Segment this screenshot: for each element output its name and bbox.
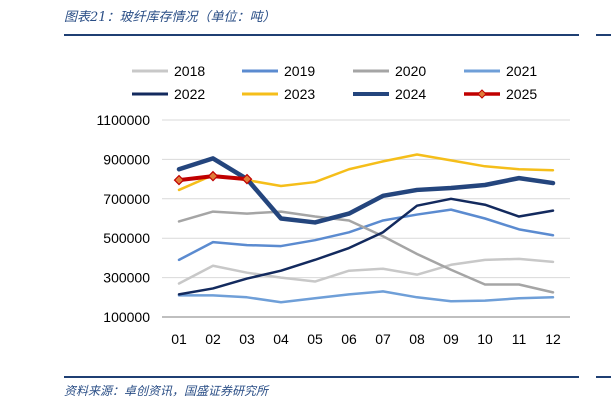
legend-label-2018: 2018 — [174, 63, 205, 79]
y-tick-label: 1100000 — [97, 112, 151, 128]
y-axis: 100000 300000 500000 700000 900000 1100000 — [97, 112, 151, 325]
x-tick-label: 12 — [545, 331, 561, 347]
series-line-2020 — [177, 210, 555, 294]
x-tick-label: 10 — [477, 331, 493, 347]
figure-title: 图表21：玻纤库存情况（单位：吨） — [64, 10, 276, 25]
legend-label-2022: 2022 — [174, 86, 205, 102]
series-line-2018 — [177, 257, 555, 285]
legend-label-2019: 2019 — [284, 63, 315, 79]
data-point-2025 — [241, 173, 253, 185]
legend-marker-2025 — [477, 89, 487, 99]
legend-label-2021: 2021 — [506, 63, 537, 79]
legend-label-2023: 2023 — [284, 86, 315, 102]
y-tick-label: 900000 — [103, 151, 150, 167]
series-line-2024 — [176, 156, 556, 225]
x-tick-label: 03 — [239, 331, 255, 347]
x-tick-label: 11 — [512, 331, 527, 347]
x-tick-label: 07 — [375, 331, 391, 347]
bottom-rule-right-tick — [596, 376, 611, 378]
x-tick-label: 09 — [443, 331, 459, 347]
data-point-2025 — [173, 174, 185, 186]
x-tick-label: 04 — [273, 331, 289, 347]
y-tick-label: 500000 — [103, 230, 150, 246]
y-tick-label: 700000 — [103, 191, 150, 207]
series-line-2021 — [177, 290, 555, 304]
x-tick-label: 06 — [341, 331, 357, 347]
source-note: 资料来源：卓创资讯，国盛证券研究所 — [64, 384, 269, 398]
y-tick-label: 300000 — [103, 270, 150, 286]
x-tick-label: 01 — [171, 331, 187, 347]
top-rule — [64, 34, 579, 36]
legend-label-2024: 2024 — [395, 86, 426, 102]
series-line-2019 — [177, 208, 555, 262]
legend-label-2025: 2025 — [506, 86, 537, 102]
data-point-2025 — [207, 170, 219, 182]
x-axis: 01 02 03 04 05 06 07 08 09 10 11 12 — [162, 316, 570, 347]
legend: 2018 2019 2020 2021 2022 2023 2024 2025 — [132, 63, 537, 102]
x-tick-label: 02 — [205, 331, 221, 347]
series-line-2022 — [177, 197, 555, 296]
x-tick-label: 08 — [409, 331, 425, 347]
legend-label-2020: 2020 — [395, 63, 426, 79]
grid-lines — [162, 119, 570, 318]
y-tick-label: 100000 — [103, 309, 150, 325]
top-rule-right-tick — [596, 34, 611, 36]
series-layer — [173, 153, 556, 304]
bottom-rule — [64, 376, 579, 378]
x-tick-label: 05 — [307, 331, 323, 347]
